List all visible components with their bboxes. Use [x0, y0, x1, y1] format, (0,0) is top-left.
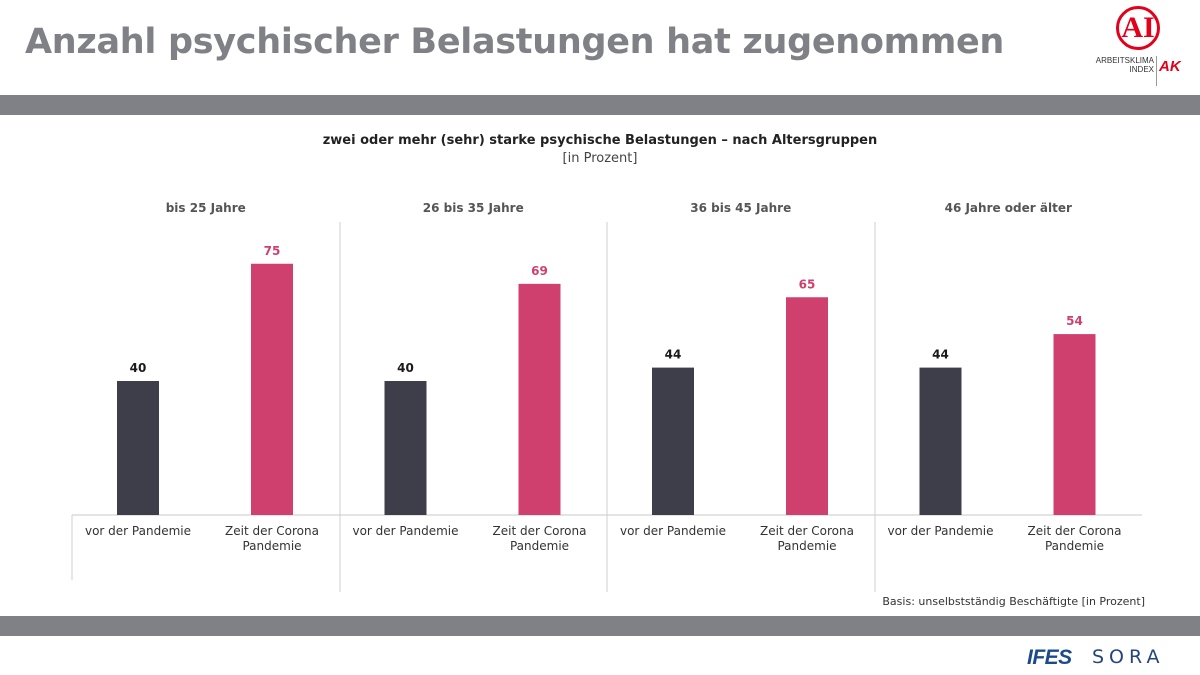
arbeitsklima-index-logo: AI ARBEITSKLIMA INDEX AK [1096, 6, 1186, 88]
bar [117, 381, 159, 515]
category-label: Pandemie [510, 539, 569, 553]
logo-divider [1156, 56, 1157, 86]
category-label: vor der Pandemie [85, 524, 191, 538]
chart-subtitle: [in Prozent] [562, 151, 638, 166]
data-label: 75 [264, 244, 281, 258]
top-band [0, 95, 1200, 115]
basis-note: Basis: unselbstständig Beschäftigte [in … [882, 595, 1145, 608]
chart-title: zwei oder mehr (sehr) starke psychische … [322, 133, 878, 148]
ai-logo-mark: AI [1116, 6, 1160, 50]
category-label: vor der Pandemie [620, 524, 726, 538]
group-label: 36 bis 45 Jahre [690, 201, 791, 215]
category-label: Zeit der Corona [225, 524, 319, 538]
bar [786, 297, 828, 515]
data-label: 44 [665, 348, 682, 362]
bar [518, 283, 561, 515]
category-label: Pandemie [1045, 539, 1104, 553]
bar [251, 263, 293, 515]
data-label: 40 [397, 361, 414, 375]
bar [919, 367, 962, 515]
data-label: 54 [1066, 314, 1083, 328]
category-label: Pandemie [242, 539, 301, 553]
group-label: bis 25 Jahre [166, 201, 246, 215]
category-label: Zeit der Corona [493, 524, 587, 538]
category-label: Pandemie [777, 539, 836, 553]
ifes-logo: IFES [1027, 646, 1072, 669]
data-label: 65 [799, 277, 816, 291]
bottom-band [0, 616, 1200, 636]
category-label: Zeit der Corona [760, 524, 854, 538]
page-title: Anzahl psychischer Belastungen hat zugen… [25, 22, 1005, 62]
category-label: vor der Pandemie [887, 524, 993, 538]
sora-logo: SORA [1092, 646, 1165, 668]
data-label: 40 [130, 361, 147, 375]
bar [1053, 334, 1096, 515]
bar [652, 367, 694, 515]
group-label: 46 Jahre oder älter [945, 201, 1072, 215]
group-label: 26 bis 35 Jahre [423, 201, 524, 215]
logo-line-1: ARBEITSKLIMA [1095, 56, 1154, 65]
logo-line-2: INDEX [1129, 65, 1154, 74]
category-label: vor der Pandemie [352, 524, 458, 538]
category-label: Zeit der Corona [1028, 524, 1122, 538]
data-label: 69 [531, 264, 548, 278]
ak-logo: AK [1159, 58, 1181, 75]
logo-wordmark: ARBEITSKLIMA INDEX [1096, 56, 1154, 74]
bar [384, 381, 427, 515]
data-label: 44 [932, 348, 949, 362]
